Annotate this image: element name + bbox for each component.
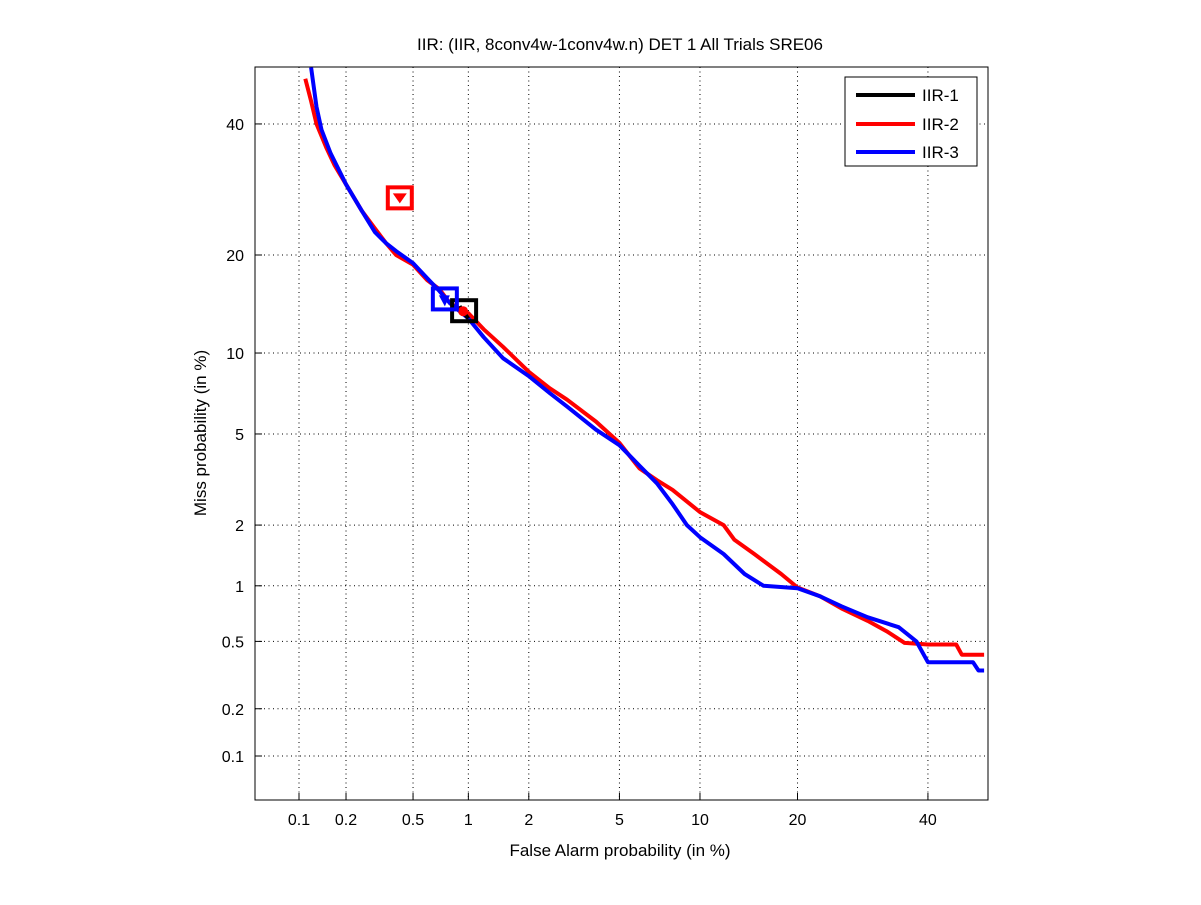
curve-iir-3: [309, 67, 985, 673]
legend: IIR-1 IIR-2 IIR-3: [844, 76, 978, 167]
marker-triangle: [438, 295, 450, 307]
x-tick-label: 40: [919, 812, 937, 829]
y-axis-ticks: 0.1 0.2 0.5 1 2 5 10 20 40: [222, 117, 262, 766]
legend-label-iir-3: IIR-3: [922, 143, 959, 162]
marker-square: [385, 185, 414, 211]
x-tick-label: 5: [615, 812, 624, 829]
marker-triangle: [392, 193, 407, 204]
plot-area-frame: [254, 66, 989, 801]
x-axis-ticks: 0.1 0.2 0.5 1 2 5 10 20 40: [288, 793, 937, 829]
y-tick-label: 0.5: [222, 634, 244, 651]
marker-iir-3: [430, 286, 459, 312]
x-tick-label: 0.2: [335, 812, 357, 829]
y-tick-label: 0.2: [222, 702, 244, 719]
x-axis-label: False Alarm probability (in %): [509, 841, 730, 860]
y-tick-label: 1: [235, 579, 244, 596]
x-tick-label: 20: [789, 812, 807, 829]
x-tick-label: 10: [691, 812, 709, 829]
x-tick-label: 0.5: [402, 812, 424, 829]
x-tick-label: 0.1: [288, 812, 310, 829]
legend-label-iir-2: IIR-2: [922, 115, 959, 134]
y-tick-label: 2: [235, 518, 244, 535]
chart-title: IIR: (IIR, 8conv4w-1conv4w.n) DET 1 All …: [417, 35, 823, 54]
y-tick-label: 5: [235, 427, 244, 444]
legend-label-iir-1: IIR-1: [922, 86, 959, 105]
y-tick-label: 0.1: [222, 749, 244, 766]
operating-point-markers: [385, 185, 479, 324]
y-tick-label: 10: [226, 346, 244, 363]
x-tick-label: 1: [464, 812, 473, 829]
x-tick-label: 2: [524, 812, 533, 829]
marker-dot: [458, 306, 469, 317]
grid-lines: [255, 67, 988, 800]
y-tick-label: 40: [226, 117, 244, 134]
marker-square: [430, 286, 459, 312]
y-tick-label: 20: [226, 248, 244, 265]
marker-iir-2: [385, 185, 414, 211]
y-axis-label: Miss probability (in %): [191, 350, 210, 516]
